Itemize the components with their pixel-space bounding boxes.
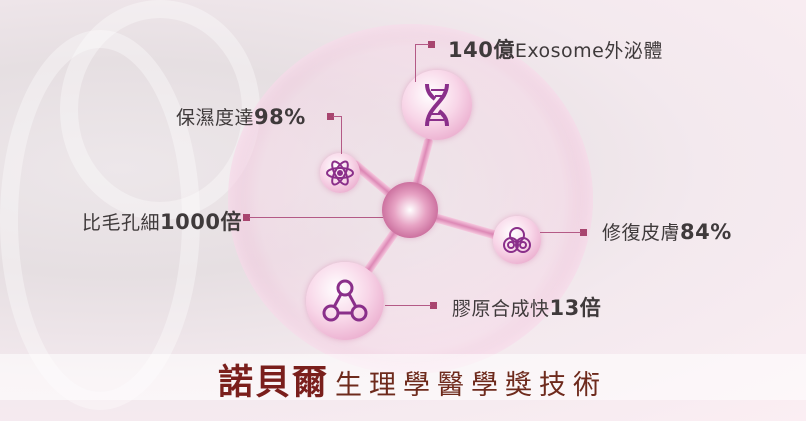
leader-line — [415, 44, 429, 45]
cells-node — [493, 216, 541, 264]
center-node — [382, 182, 438, 238]
dna-icon — [425, 83, 449, 127]
leader-line — [249, 217, 383, 218]
leader-line — [341, 116, 342, 154]
atom-node — [320, 153, 360, 193]
marker — [243, 214, 250, 221]
leader-line — [385, 305, 431, 306]
marker — [327, 113, 334, 120]
atom-icon — [326, 160, 354, 186]
label-exosome: 140億Exosome外泌體 — [448, 38, 663, 62]
label-collagen: 膠原合成快13倍 — [452, 296, 602, 320]
label-moisture: 保濕度達98% — [176, 105, 306, 129]
banner-title: 諾貝爾 生理學醫學獎技術 — [218, 354, 607, 405]
marker — [580, 229, 587, 236]
leader-line — [540, 232, 581, 233]
leader-line — [333, 116, 341, 117]
cells-icon — [503, 227, 531, 253]
label-pore: 比毛孔細1000倍 — [82, 210, 242, 234]
label-repair: 修復皮膚84% — [602, 220, 732, 244]
dna-node — [402, 70, 472, 140]
marker — [430, 302, 437, 309]
brand-name: 諾貝爾 — [218, 363, 330, 403]
leader-line — [415, 44, 416, 82]
marker — [428, 41, 435, 48]
banner-band — [0, 354, 806, 400]
molecule-node — [306, 262, 384, 340]
tagline: 生理學醫學獎技術 — [335, 370, 608, 401]
molecule-icon — [322, 279, 368, 322]
